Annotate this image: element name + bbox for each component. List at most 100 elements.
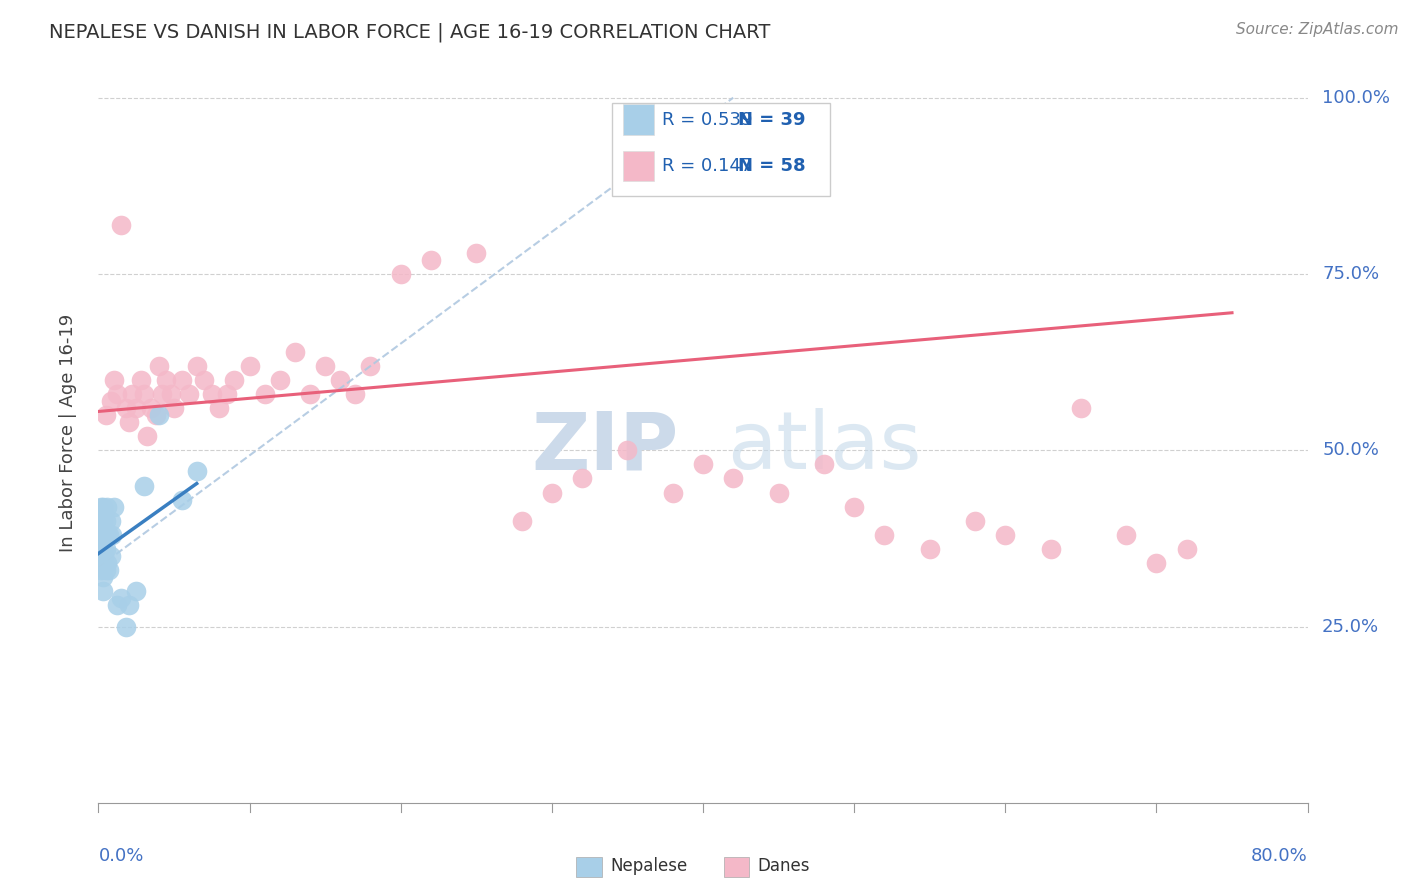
Point (344, 387, 367, 401)
Point (91, 556, 114, 570)
Point (91, 500, 114, 514)
Text: N = 58: N = 58 (738, 157, 806, 175)
Point (150, 387, 173, 401)
Point (148, 408, 170, 422)
Point (1039, 541, 1062, 556)
Point (121, 387, 143, 401)
Point (723, 471, 745, 485)
Text: NEPALESE VS DANISH IN LABOR FORCE | AGE 16-19 CORRELATION CHART: NEPALESE VS DANISH IN LABOR FORCE | AGE … (49, 22, 770, 42)
Point (661, 485, 683, 500)
Point (420, 252, 443, 267)
Point (96, 528, 118, 542)
Point (510, 514, 533, 528)
Point (114, 401, 136, 415)
Point (90, 528, 112, 542)
Point (129, 373, 152, 387)
Point (389, 267, 412, 281)
Point (103, 500, 125, 514)
Point (98, 528, 121, 542)
Text: N = 39: N = 39 (738, 111, 806, 128)
Point (179, 387, 201, 401)
Point (98, 563, 121, 577)
Point (125, 584, 148, 599)
Point (299, 387, 322, 401)
Point (91, 541, 114, 556)
Point (465, 245, 488, 260)
Point (91, 514, 114, 528)
Point (91, 584, 114, 599)
Point (155, 373, 177, 387)
Point (103, 373, 125, 387)
Text: 100.0%: 100.0% (1322, 88, 1391, 107)
Point (193, 373, 215, 387)
Point (1175, 541, 1198, 556)
Point (145, 408, 167, 422)
Text: In Labor Force | Age 16-19: In Labor Force | Age 16-19 (59, 313, 77, 552)
Point (114, 619, 136, 633)
Point (160, 387, 183, 401)
Point (90, 549, 112, 563)
Point (571, 471, 593, 485)
Point (101, 528, 124, 542)
Text: R = 0.147: R = 0.147 (662, 157, 752, 175)
Text: ZIP: ZIP (531, 409, 679, 486)
Point (1070, 401, 1092, 415)
Point (208, 401, 231, 415)
Text: 75.0%: 75.0% (1322, 265, 1379, 283)
Point (813, 458, 835, 472)
Point (90, 563, 112, 577)
Point (994, 528, 1017, 542)
Point (768, 485, 790, 500)
Point (239, 359, 262, 373)
Point (100, 549, 122, 563)
Text: Nepalese: Nepalese (610, 857, 688, 875)
Point (89, 541, 111, 556)
Point (110, 218, 132, 232)
Point (93, 549, 115, 563)
Text: 25.0%: 25.0% (1322, 617, 1379, 635)
Point (284, 344, 307, 359)
Point (118, 599, 141, 613)
Point (100, 393, 122, 408)
Point (100, 514, 122, 528)
Point (90, 500, 112, 514)
Point (918, 541, 941, 556)
Point (118, 415, 141, 429)
Point (96, 556, 118, 570)
Point (94, 514, 117, 528)
Point (170, 492, 193, 507)
Point (93, 507, 115, 521)
Point (91, 570, 114, 584)
Point (873, 528, 896, 542)
Point (105, 599, 128, 613)
Point (253, 387, 276, 401)
Point (89, 528, 111, 542)
Text: 50.0%: 50.0% (1322, 442, 1379, 459)
Point (360, 359, 382, 373)
Point (141, 401, 163, 415)
Text: 80.0%: 80.0% (1251, 847, 1308, 865)
Point (110, 591, 132, 606)
Point (215, 387, 238, 401)
Point (186, 359, 208, 373)
Point (90, 514, 112, 528)
Point (186, 464, 208, 478)
Point (224, 373, 246, 387)
Point (1115, 528, 1137, 542)
Point (329, 373, 352, 387)
Point (965, 514, 987, 528)
Text: 0.0%: 0.0% (98, 847, 143, 865)
Point (105, 387, 128, 401)
Point (844, 500, 866, 514)
Text: R = 0.539: R = 0.539 (662, 111, 752, 128)
Point (163, 401, 186, 415)
Point (201, 387, 224, 401)
Point (269, 373, 291, 387)
Point (125, 401, 148, 415)
Text: Source: ZipAtlas.com: Source: ZipAtlas.com (1236, 22, 1399, 37)
Point (132, 387, 155, 401)
Point (540, 485, 562, 500)
Point (132, 478, 155, 492)
Point (96, 500, 118, 514)
Point (91, 528, 114, 542)
